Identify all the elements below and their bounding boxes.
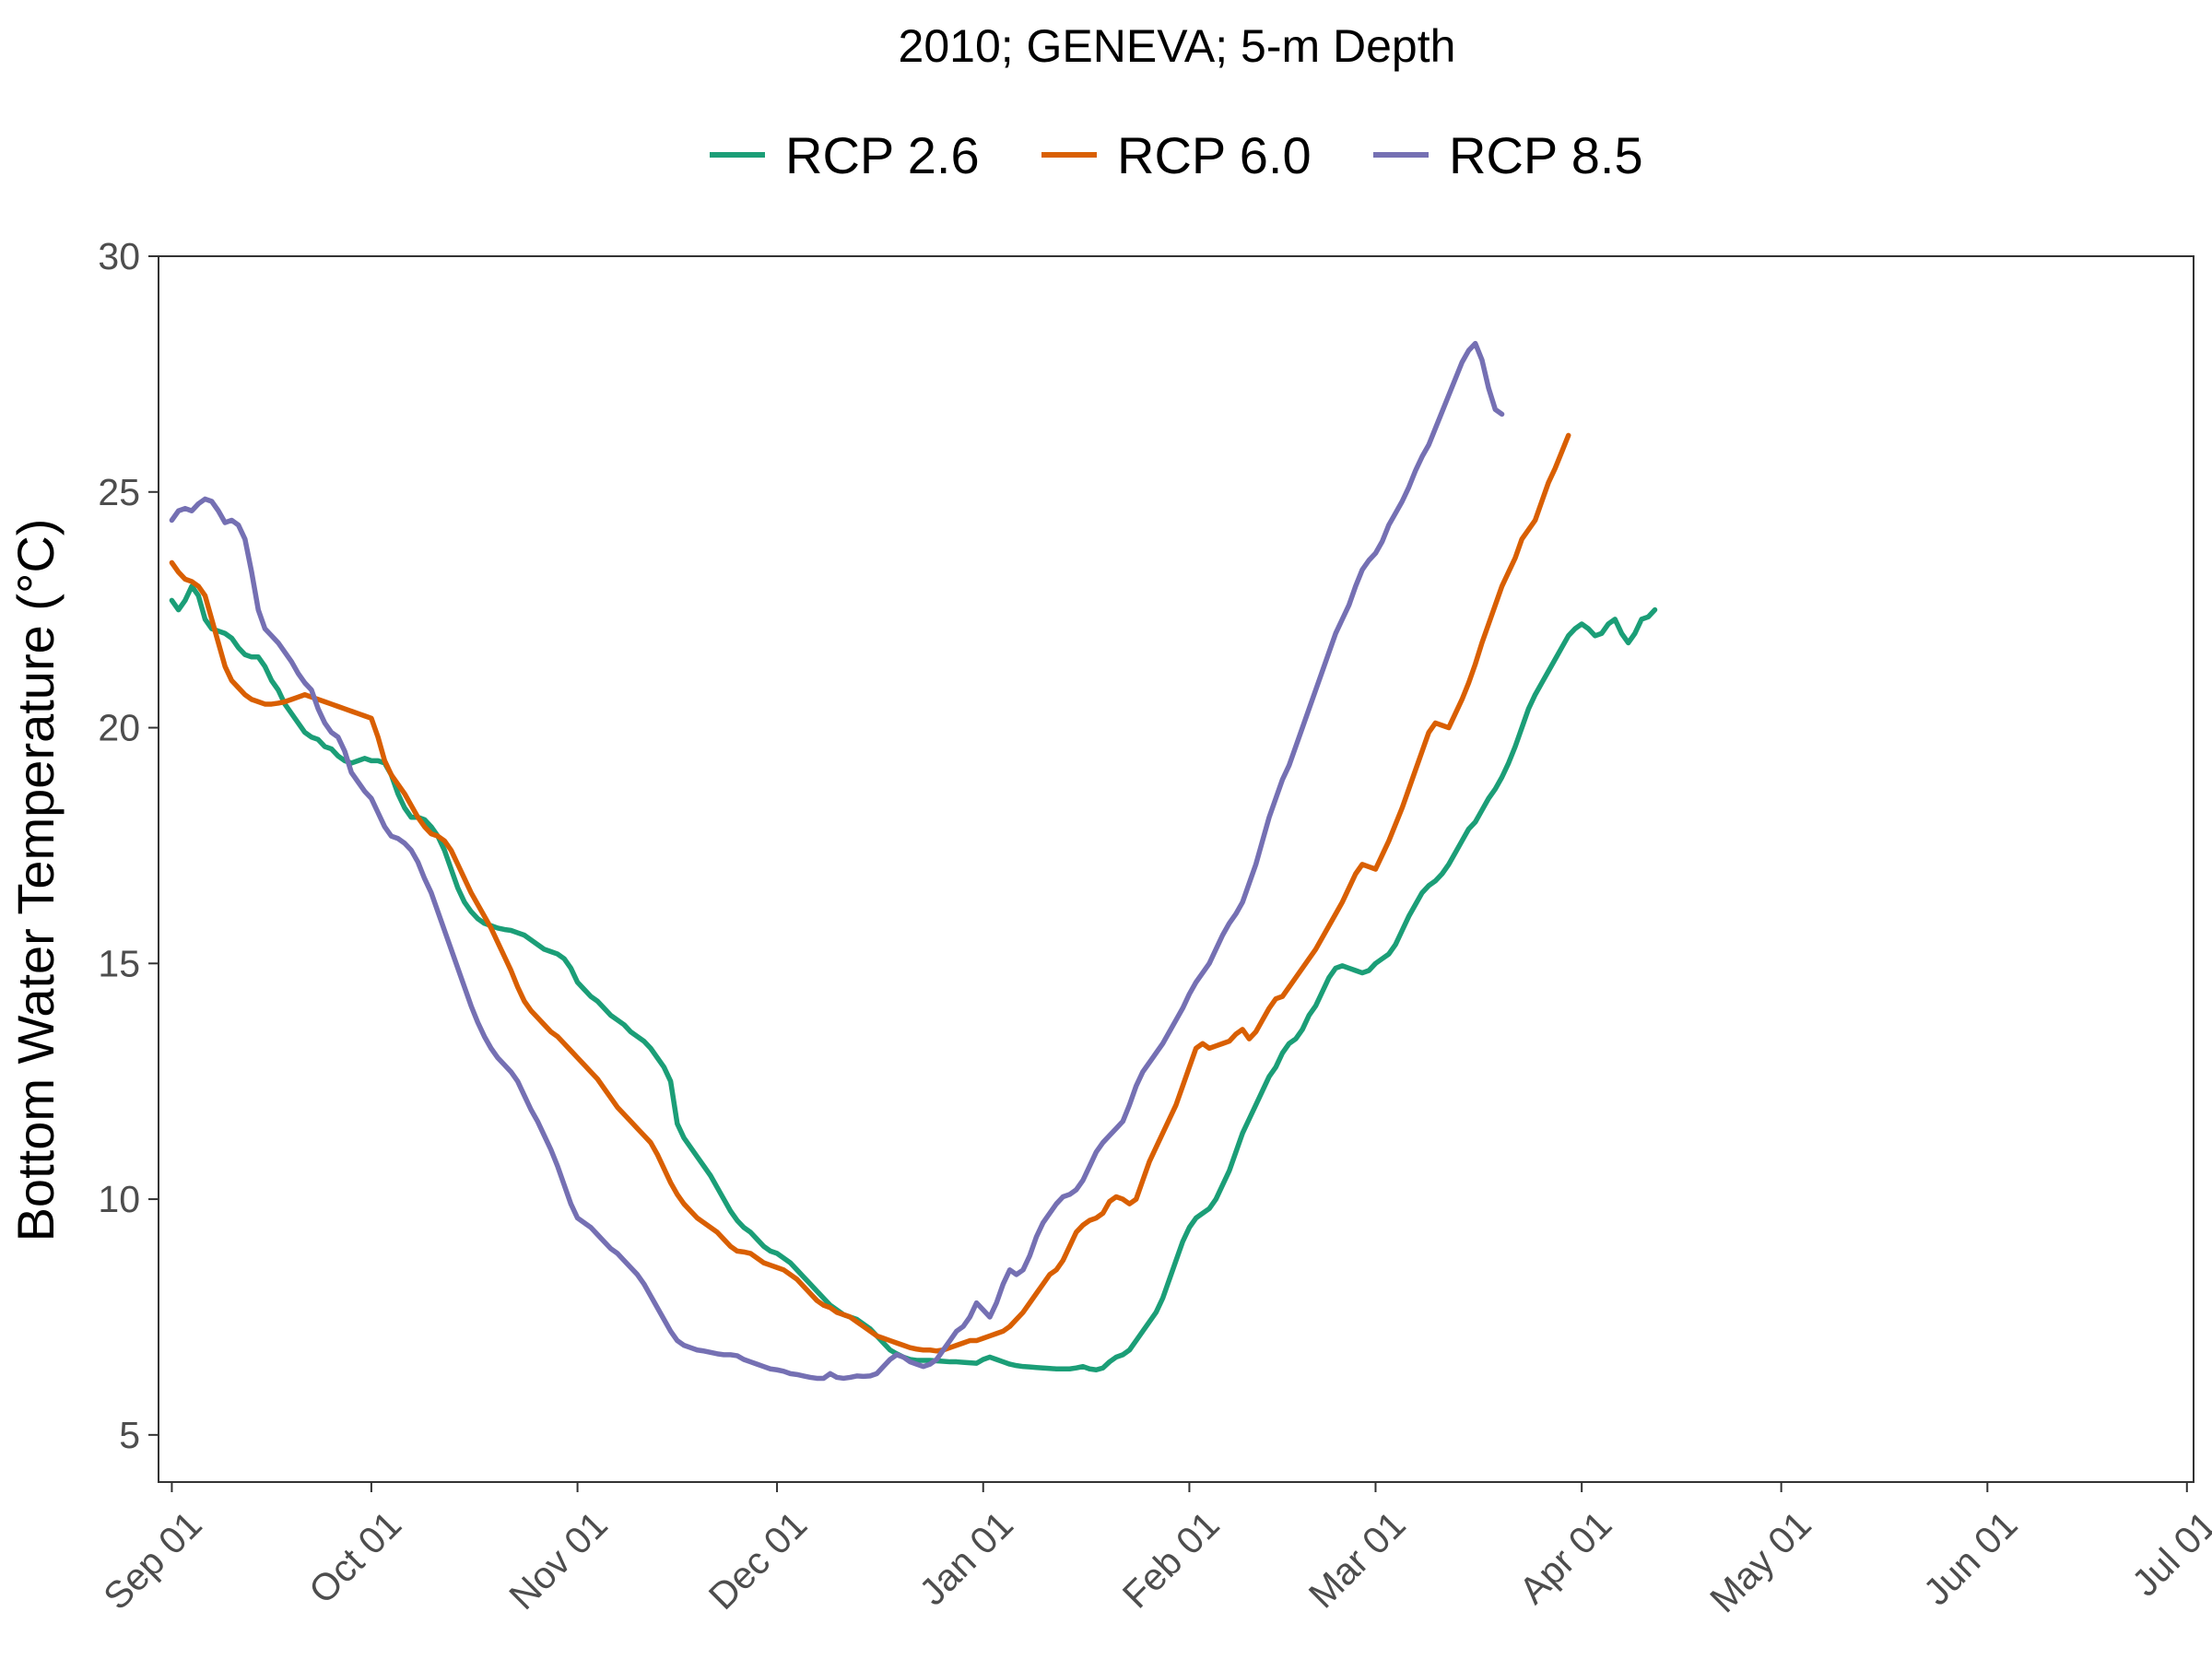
legend-label-3: RCP 8.5 <box>1449 126 1643 184</box>
panel-border <box>158 255 2194 1483</box>
x-tick-label: Apr 01 <box>1511 1503 1619 1612</box>
series-line-1 <box>169 583 1658 1372</box>
y-axis-title: Bottom Water Temperature (°C) <box>6 519 65 1242</box>
x-tick-label: Jul 01 <box>2124 1503 2212 1605</box>
chart-title: 2010; GENEVA; 5-m Depth <box>899 20 1456 72</box>
legend-label-2: RCP 6.0 <box>1117 126 1312 184</box>
x-tick-label: Oct 01 <box>300 1503 409 1612</box>
x-axis: Sep 01 Oct 01 Nov 01 Dec 01 Jan 01 Feb 01 Mar … <box>95 1482 2212 1620</box>
x-tick-label: Sep 01 <box>95 1503 209 1618</box>
y-tick-label: 5 <box>119 1414 140 1456</box>
legend-label-1: RCP 2.6 <box>785 126 980 184</box>
x-tick-label: Mar 01 <box>1300 1503 1414 1617</box>
legend: RCP 2.6 RCP 6.0 RCP 8.5 <box>710 126 1643 184</box>
y-tick-label: 25 <box>98 471 140 513</box>
y-tick-label: 15 <box>98 942 140 984</box>
x-tick-label: Dec 01 <box>700 1503 815 1618</box>
x-tick-label: May 01 <box>1701 1503 1819 1621</box>
y-tick-label: 20 <box>98 707 140 749</box>
y-tick-label: 30 <box>98 235 140 277</box>
x-tick-label: Jan 01 <box>911 1503 1021 1614</box>
y-tick-label: 10 <box>98 1178 140 1220</box>
x-tick-label: Nov 01 <box>500 1503 615 1618</box>
y-axis: 5 10 15 20 25 30 <box>98 235 159 1456</box>
x-tick-label: Feb 01 <box>1114 1503 1228 1617</box>
series-line-3 <box>169 340 1505 1382</box>
plot-area <box>158 255 2194 1483</box>
x-tick-label: Jun 01 <box>1915 1503 2026 1614</box>
series-line-2 <box>169 432 1571 1354</box>
